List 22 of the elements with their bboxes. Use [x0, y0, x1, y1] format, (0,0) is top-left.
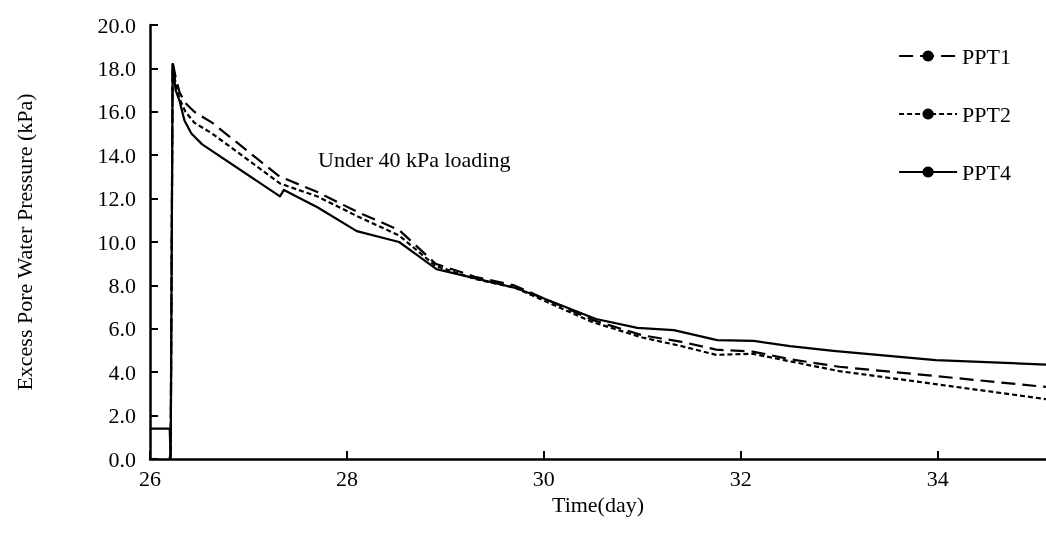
y-tick-label: 12.0 — [97, 186, 136, 212]
x-tick-label: 30 — [532, 465, 555, 491]
y-tick-label: 18.0 — [97, 55, 136, 81]
y-tick-label: 20.0 — [97, 12, 136, 38]
y-tick-label: 0.0 — [108, 446, 136, 472]
legend-label: PPT2 — [962, 101, 1012, 127]
y-tick-label: 16.0 — [97, 99, 136, 125]
x-tick-label: 32 — [729, 465, 752, 491]
x-tick-label: 34 — [926, 465, 949, 491]
legend-label: PPT4 — [962, 159, 1012, 185]
y-tick-label: 14.0 — [97, 142, 136, 168]
x-tick-label: 28 — [335, 465, 358, 491]
x-axis-title: Time(day) — [551, 492, 645, 518]
annotation: Under 40 kPa loading — [318, 146, 511, 172]
y-axis-title: Excess Pore Water Pressure (kPa) — [11, 93, 37, 391]
legend-label: PPT1 — [962, 43, 1012, 69]
y-tick-label: 4.0 — [108, 359, 136, 385]
y-tick-label: 8.0 — [108, 272, 136, 298]
y-tick-label: 2.0 — [108, 403, 136, 429]
y-tick-label: 10.0 — [97, 229, 136, 255]
x-tick-label: 26 — [139, 465, 161, 491]
y-tick-label: 6.0 — [108, 316, 136, 342]
